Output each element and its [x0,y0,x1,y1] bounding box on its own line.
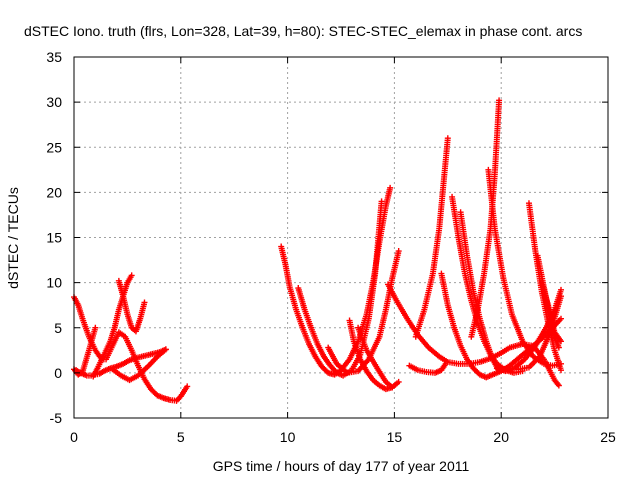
y-tick-label: -5 [50,410,63,426]
data-series [346,317,402,393]
x-axis-title: GPS time / hours of day 177 of year 2011 [213,458,470,474]
data-series [71,324,99,378]
plus-marker [496,97,503,104]
data-points [71,97,565,404]
plus-marker [395,378,402,385]
plus-marker [558,315,565,322]
plus-marker [395,248,402,255]
plus-marker [128,272,135,279]
data-series [109,346,169,384]
plus-marker [141,299,148,306]
plus-marker [558,338,565,345]
y-tick-label: 35 [46,49,62,65]
y-tick-label: 20 [46,184,62,200]
plus-marker [444,135,451,142]
data-series [406,360,449,376]
data-series [115,277,148,335]
plus-marker [555,344,562,351]
data-series [355,324,396,391]
data-series [71,294,191,404]
x-tick-label: 10 [280,429,296,445]
plus-marker [162,346,169,353]
y-axis-title: dSTEC / TECUs [5,187,21,289]
plus-marker [92,324,99,331]
y-tick-label: 5 [54,320,62,336]
x-tick-label: 20 [493,429,509,445]
plus-marker [184,383,191,390]
data-series [493,286,565,375]
plus-marker [442,360,449,367]
plus-marker [378,198,385,205]
data-series [278,184,394,378]
plus-marker [558,293,565,300]
data-series [325,248,402,376]
data-series [412,135,451,340]
plus-marker [389,384,396,391]
data-series [73,346,169,379]
axis-ticks: 0 5 10 15 20 25 -5 0 5 10 15 20 25 30 35 [46,49,616,445]
y-tick-label: 30 [46,94,62,110]
plus-marker [555,382,562,389]
chart-title: dSTEC Iono. truth (flrs, Lon=328, Lat=39… [24,23,582,39]
plus-marker [558,367,565,374]
data-series [515,293,565,373]
plus-marker [558,286,565,293]
plus-marker [387,184,394,191]
x-tick-label: 5 [177,429,185,445]
x-tick-label: 15 [387,429,403,445]
y-tick-label: 10 [46,275,62,291]
x-tick-label: 25 [600,429,616,445]
y-tick-label: 0 [54,365,62,381]
y-tick-label: 15 [46,230,62,246]
y-tick-label: 25 [46,139,62,155]
x-tick-label: 0 [70,429,78,445]
grid-lines [74,57,608,418]
